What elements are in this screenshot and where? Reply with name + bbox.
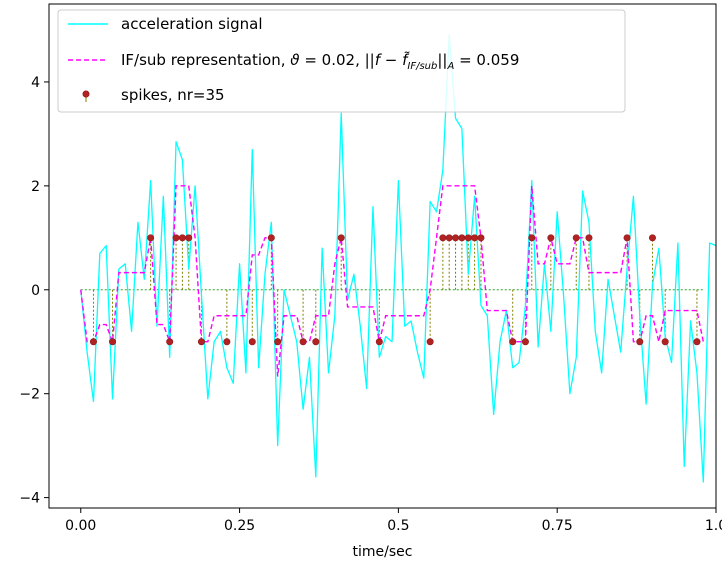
legend-spikes-marker — [82, 90, 90, 98]
y-tick-label: 4 — [31, 75, 40, 91]
spike-marker — [337, 234, 345, 242]
plot-frame — [48, 3, 717, 509]
spike-marker — [274, 338, 282, 346]
representation-series — [80, 185, 704, 377]
x-tick-label: 0.00 — [65, 518, 96, 534]
spike-markers — [89, 234, 701, 346]
spike-marker — [528, 234, 536, 242]
spike-marker — [636, 338, 644, 346]
spike-marker — [521, 338, 529, 346]
spike-marker — [109, 338, 117, 346]
signal-series — [80, 34, 716, 483]
spike-marker — [185, 234, 193, 242]
y-tick-label: −4 — [19, 491, 40, 507]
spike-marker — [445, 234, 453, 242]
spike-marker — [452, 234, 460, 242]
spike-marker — [648, 234, 656, 242]
spike-marker — [166, 338, 174, 346]
legend-signal-label: acceleration signal — [121, 15, 263, 33]
spike-marker — [547, 234, 555, 242]
spike-marker — [312, 338, 320, 346]
spike-marker — [623, 234, 631, 242]
spike-marker — [172, 234, 180, 242]
spike-marker — [585, 234, 593, 242]
x-tick-label: 0.5 — [387, 518, 409, 534]
spike-marker — [471, 234, 479, 242]
spike-marker — [147, 234, 155, 242]
representation-line — [80, 185, 704, 377]
legend-representation-label: IF/sub representation, ϑ = 0.02, ||f − f… — [121, 50, 519, 72]
spike-marker — [223, 338, 231, 346]
spike-marker — [509, 338, 517, 346]
x-axis-label: time/sec — [353, 544, 413, 560]
legend-spikes-label: spikes, nr=35 — [121, 86, 225, 104]
spike-marker — [458, 234, 466, 242]
y-tick-label: 2 — [31, 179, 40, 195]
spike-marker — [426, 338, 434, 346]
legend: acceleration signal IF/sub representatio… — [57, 9, 626, 113]
y-tick-label: −2 — [19, 387, 40, 403]
spike-marker — [693, 338, 701, 346]
spike-marker — [375, 338, 383, 346]
legend-frame — [57, 9, 626, 113]
spike-marker — [267, 234, 275, 242]
x-tick-label: 0.75 — [542, 518, 573, 534]
x-tick-label: 0.25 — [224, 518, 255, 534]
spike-marker — [477, 234, 485, 242]
x-tick-label: 1.0 — [705, 518, 722, 534]
spike-marker — [178, 234, 186, 242]
spike-marker — [89, 338, 97, 346]
spike-marker — [439, 234, 447, 242]
spike-marker — [572, 234, 580, 242]
x-axis-ticks: 0.00 0.25 0.5 0.75 1.0 — [65, 508, 722, 534]
acceleration-signal-line — [80, 34, 716, 483]
spike-marker — [248, 338, 256, 346]
y-tick-label: 0 — [31, 283, 40, 299]
spike-marker — [661, 338, 669, 346]
spike-marker — [197, 338, 205, 346]
spike-marker — [464, 234, 472, 242]
spike-marker — [299, 338, 307, 346]
y-axis-ticks: −4 −2 0 2 4 — [19, 75, 49, 507]
